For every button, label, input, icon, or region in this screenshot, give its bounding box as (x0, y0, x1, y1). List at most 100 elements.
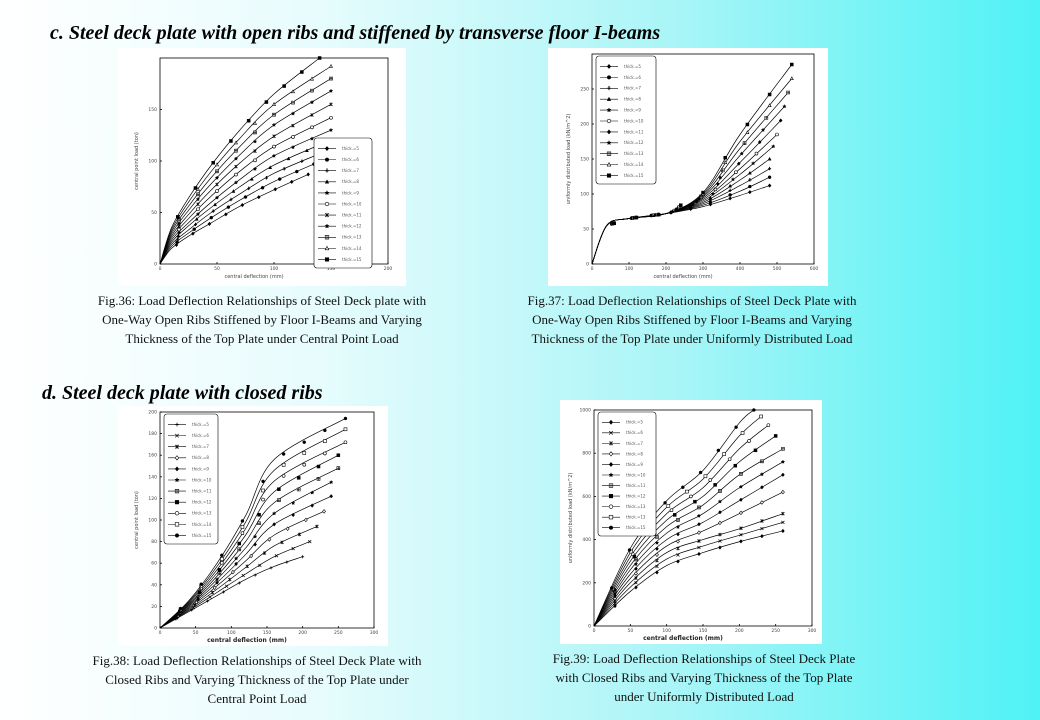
fig39-data-point (676, 559, 680, 564)
fig36-data-point (177, 227, 181, 232)
fig37-data-point (736, 161, 741, 166)
fig36-data-point (174, 242, 179, 248)
fig39-series-line (593, 474, 784, 627)
fig36-data-point (233, 156, 239, 161)
fig39-series-5 (593, 472, 785, 627)
fig39-data-point (676, 546, 680, 551)
fig36-data-point (253, 120, 257, 125)
fig38-data-point (257, 512, 261, 517)
fig36-data-point (272, 102, 276, 106)
fig37-data-point (748, 184, 752, 189)
fig39-legend-label: thick.=13 (626, 515, 646, 520)
fig38-data-point (281, 452, 286, 456)
fig39-data-point (634, 557, 638, 562)
fig37-legend-label: thick.=13 (624, 151, 644, 156)
fig37-series-line (591, 176, 770, 265)
fig36-data-point (277, 177, 282, 181)
fig36-data-point (214, 175, 220, 180)
fig36-data-point (310, 88, 314, 93)
fig38-data-point (291, 546, 295, 551)
fig37-y-tick-label: 200 (580, 122, 589, 128)
fig38-x-axis-title: central deflection (mm) (207, 637, 287, 644)
fig39-data-point (708, 478, 713, 482)
fig38-series-2 (159, 539, 312, 629)
fig37-legend-marker (606, 63, 612, 70)
fig39-legend-label: thick.=12 (626, 493, 646, 498)
fig38-data-point (220, 557, 224, 561)
fig39-legend-marker (608, 441, 614, 446)
fig38-data-point (269, 566, 273, 570)
fig37-series-line (591, 64, 793, 265)
fig38-series-11 (159, 416, 348, 629)
fig36-data-point (310, 113, 314, 117)
fig36-data-point (209, 215, 214, 220)
fig38-data-point (261, 479, 265, 484)
fig39-data-point (675, 524, 681, 530)
fig39-x-tick-label: 50 (627, 628, 633, 634)
fig39-legend-label: thick.=6 (626, 430, 643, 435)
fig37-y-tick-label: 150 (580, 157, 589, 163)
fig36-data-point (247, 186, 251, 191)
fig36-series-9 (159, 76, 333, 265)
fig39-data-point (612, 591, 618, 596)
fig36-data-point (243, 195, 248, 199)
fig39-data-point (752, 408, 756, 412)
fig36-data-point (329, 115, 333, 120)
fig36-data-point (196, 207, 200, 212)
fig36-data-point (207, 221, 212, 227)
fig38-data-point (302, 440, 307, 444)
fig37-data-point (728, 196, 732, 201)
fig36-data-point (215, 189, 219, 193)
fig37-data-point (778, 118, 783, 123)
fig36-data-point (215, 169, 219, 174)
fig37-x-tick-label: 400 (736, 266, 745, 272)
fig38-data-point (303, 517, 308, 523)
fig38-legend-marker (174, 466, 180, 472)
fig36-data-point (290, 144, 296, 150)
fig37-data-point (770, 143, 776, 149)
fig36-x-tick-label: 50 (214, 266, 220, 272)
fig39-data-point (634, 581, 638, 585)
fig36-chart: 0 50 100 150 200 0 50 100 150 central deflection … (118, 48, 406, 286)
fig36-legend-label: thick.=6 (342, 157, 359, 162)
fig37-data-point (656, 212, 661, 217)
fig38-legend-label: thick.=5 (192, 422, 209, 427)
fig38-legend-marker (174, 477, 180, 483)
fig37-data-point (742, 141, 747, 146)
fig36-data-point (272, 134, 276, 139)
fig38-x-tick-label: 250 (334, 630, 343, 636)
fig37-data-point (760, 127, 766, 133)
fig38-legend-label: thick.=11 (192, 488, 212, 493)
fig36-y-axis-title: central point load (ton) (134, 132, 140, 190)
fig38-series-line (159, 428, 346, 629)
fig37-legend-marker (606, 173, 612, 178)
fig36-data-point (233, 180, 239, 185)
fig38-data-point (322, 509, 326, 514)
fig39-data-point (718, 510, 722, 515)
fig39-data-point (740, 431, 745, 435)
fig37-legend-marker (606, 96, 612, 101)
fig38-legend-label: thick.=15 (192, 533, 212, 538)
fig38-legend-marker (174, 433, 180, 438)
fig38-data-point (241, 573, 245, 578)
fig38-data-point (310, 503, 315, 508)
fig38-data-point (323, 439, 327, 443)
fig36-data-point (192, 227, 196, 231)
fig36-legend-label: thick.=11 (342, 212, 362, 217)
fig36-data-point (231, 189, 236, 193)
fig38-data-point (290, 500, 296, 506)
fig38-data-point (285, 526, 290, 531)
fig36-data-point (229, 139, 233, 143)
fig37-legend-label: thick.=8 (624, 97, 641, 102)
fig36-y-tick-label: 100 (148, 159, 157, 165)
fig39-data-point (627, 548, 632, 552)
fig37-y-tick-label: 100 (580, 192, 589, 198)
fig36-series-2 (159, 162, 316, 265)
fig36-data-point (309, 99, 315, 105)
fig38-data-point (237, 581, 241, 585)
fig39-legend-marker (608, 515, 614, 520)
fig38-y-tick-label: 200 (148, 410, 157, 416)
fig39-series-line (593, 409, 755, 627)
fig38-data-point (296, 476, 301, 480)
fig37-x-tick-label: 0 (591, 266, 594, 272)
